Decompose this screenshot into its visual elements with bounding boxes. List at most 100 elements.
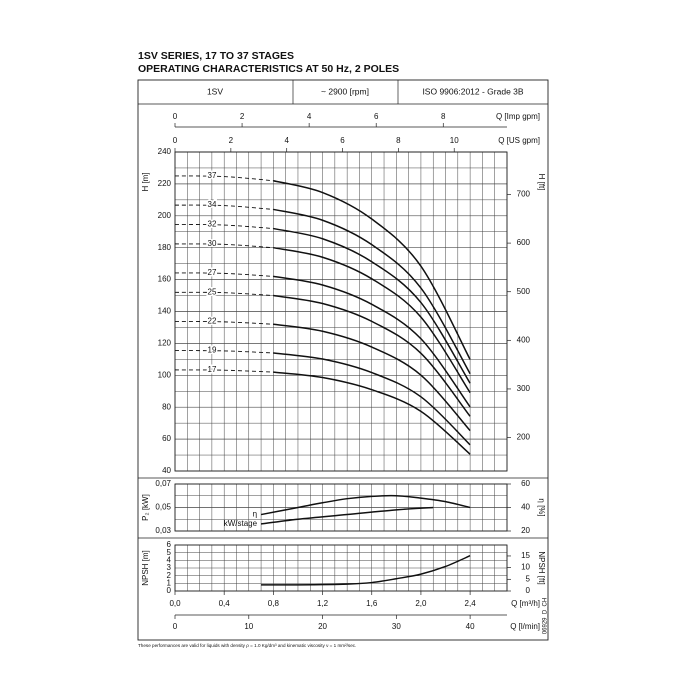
y2-tick-label: 300 bbox=[517, 384, 531, 393]
y2-tick-label: 60 bbox=[521, 479, 530, 488]
y2-tick-label: 10 bbox=[521, 563, 530, 572]
curve-label: 22 bbox=[208, 316, 217, 325]
y2-tick-label: 0 bbox=[526, 586, 531, 595]
bottom-tick-label: 20 bbox=[318, 622, 327, 631]
x-tick-label: 2,0 bbox=[415, 599, 427, 608]
top-tick-label: 4 bbox=[284, 136, 289, 145]
y-tick-label: 0 bbox=[167, 586, 172, 595]
top-tick-label: 0 bbox=[173, 112, 178, 121]
y2-tick-label: 5 bbox=[526, 574, 531, 583]
y-tick-label: 40 bbox=[162, 466, 171, 475]
top-tick-label: 8 bbox=[441, 112, 446, 121]
curve bbox=[174, 320, 274, 325]
y-tick-label: 220 bbox=[158, 179, 172, 188]
top-tick-label: 6 bbox=[374, 112, 379, 121]
x-tick-label: 1,6 bbox=[366, 599, 378, 608]
curve bbox=[174, 369, 274, 373]
x-tick-label: 0,8 bbox=[268, 599, 280, 608]
y-tick-label: 80 bbox=[162, 402, 171, 411]
curve bbox=[273, 371, 471, 455]
curve bbox=[273, 246, 471, 394]
plot-area bbox=[174, 544, 508, 592]
bottom-axis-title: Q [l/min] bbox=[510, 622, 540, 631]
subtitle: OPERATING CHARACTERISTICS AT 50 Hz, 2 PO… bbox=[138, 63, 399, 75]
x-tick-label: 2,4 bbox=[465, 599, 477, 608]
y-tick-label: 0,07 bbox=[155, 479, 171, 488]
y-tick-label: 160 bbox=[158, 275, 172, 284]
curve bbox=[174, 272, 274, 277]
curve-label: 25 bbox=[208, 287, 217, 296]
curve bbox=[174, 350, 274, 354]
curve-label: 30 bbox=[208, 239, 217, 248]
y-tick-label: 1 bbox=[167, 578, 172, 587]
y-tick-label: 200 bbox=[158, 211, 172, 220]
y2-axis-title: H [ft] bbox=[537, 174, 546, 191]
top-tick-label: 2 bbox=[229, 136, 234, 145]
top-tick-label: 10 bbox=[450, 136, 459, 145]
y2-axis-title: NPSH [ft] bbox=[537, 551, 546, 584]
curve-label: 19 bbox=[208, 346, 217, 355]
curve-label: 32 bbox=[208, 220, 217, 229]
x-axis-title: Q [m³/h] bbox=[511, 599, 540, 608]
curve bbox=[261, 555, 471, 586]
curve bbox=[174, 291, 274, 296]
y-tick-label: 6 bbox=[167, 540, 172, 549]
model: 1SV bbox=[207, 86, 223, 96]
top-tick-label: 4 bbox=[307, 112, 312, 121]
top-tick-label: 2 bbox=[240, 112, 245, 121]
y2-tick-label: 40 bbox=[521, 503, 530, 512]
speed: ~ 2900 [rpm] bbox=[321, 86, 369, 96]
x-tick-label: 1,2 bbox=[317, 599, 329, 608]
y2-axis-title: η [%] bbox=[537, 498, 546, 516]
y-tick-label: 3 bbox=[167, 563, 172, 572]
top-tick-label: 0 bbox=[173, 136, 178, 145]
footnote: These performances are valid for liquids… bbox=[138, 643, 356, 648]
standard: ISO 9906:2012 - Grade 3B bbox=[422, 86, 523, 96]
curve bbox=[273, 323, 471, 432]
title: 1SV SERIES, 17 TO 37 STAGES bbox=[138, 50, 294, 62]
top-axis-title: Q [US gpm] bbox=[498, 136, 540, 145]
curve-label: kW/stage bbox=[224, 519, 258, 528]
drawing-code: 06929_D_CH bbox=[543, 598, 549, 634]
x-tick-label: 0,0 bbox=[169, 599, 181, 608]
curve bbox=[273, 294, 471, 417]
frame bbox=[137, 79, 549, 641]
y2-tick-label: 200 bbox=[517, 433, 531, 442]
curve-label: 34 bbox=[208, 200, 217, 209]
y-tick-label: 240 bbox=[158, 147, 172, 156]
curve bbox=[273, 208, 471, 375]
top-axis-title: Q [Imp gpm] bbox=[496, 112, 540, 121]
curve-label: 17 bbox=[208, 365, 217, 374]
y-tick-label: 4 bbox=[167, 555, 172, 564]
top-tick-label: 6 bbox=[340, 136, 345, 145]
curve bbox=[273, 179, 471, 360]
y-tick-label: 100 bbox=[158, 370, 172, 379]
y2-tick-label: 600 bbox=[517, 238, 531, 247]
y2-tick-label: 500 bbox=[517, 287, 531, 296]
y-tick-label: 5 bbox=[167, 548, 172, 557]
y-axis-title: NPSH [m] bbox=[141, 550, 150, 586]
plot-area bbox=[174, 483, 508, 532]
bottom-tick-label: 30 bbox=[392, 622, 401, 631]
y-tick-label: 120 bbox=[158, 339, 172, 348]
curve bbox=[273, 352, 471, 446]
curve bbox=[260, 506, 434, 525]
y-axis-title: P₂ [kW] bbox=[141, 494, 150, 521]
y-axis-title: H [m] bbox=[141, 172, 150, 191]
bottom-tick-label: 40 bbox=[466, 622, 475, 631]
curve bbox=[174, 175, 274, 182]
curve bbox=[174, 223, 274, 230]
y2-tick-label: 15 bbox=[521, 551, 530, 560]
y2-tick-label: 20 bbox=[521, 526, 530, 535]
curve bbox=[273, 227, 471, 384]
y-tick-label: 2 bbox=[167, 571, 172, 580]
curve bbox=[260, 494, 471, 516]
curve bbox=[174, 243, 274, 249]
y2-tick-label: 700 bbox=[517, 190, 531, 199]
y-tick-label: 0,03 bbox=[155, 526, 171, 535]
curve-label: 27 bbox=[208, 268, 217, 277]
y-tick-label: 140 bbox=[158, 307, 172, 316]
curve-label: η bbox=[253, 510, 257, 519]
y2-tick-label: 400 bbox=[517, 335, 531, 344]
